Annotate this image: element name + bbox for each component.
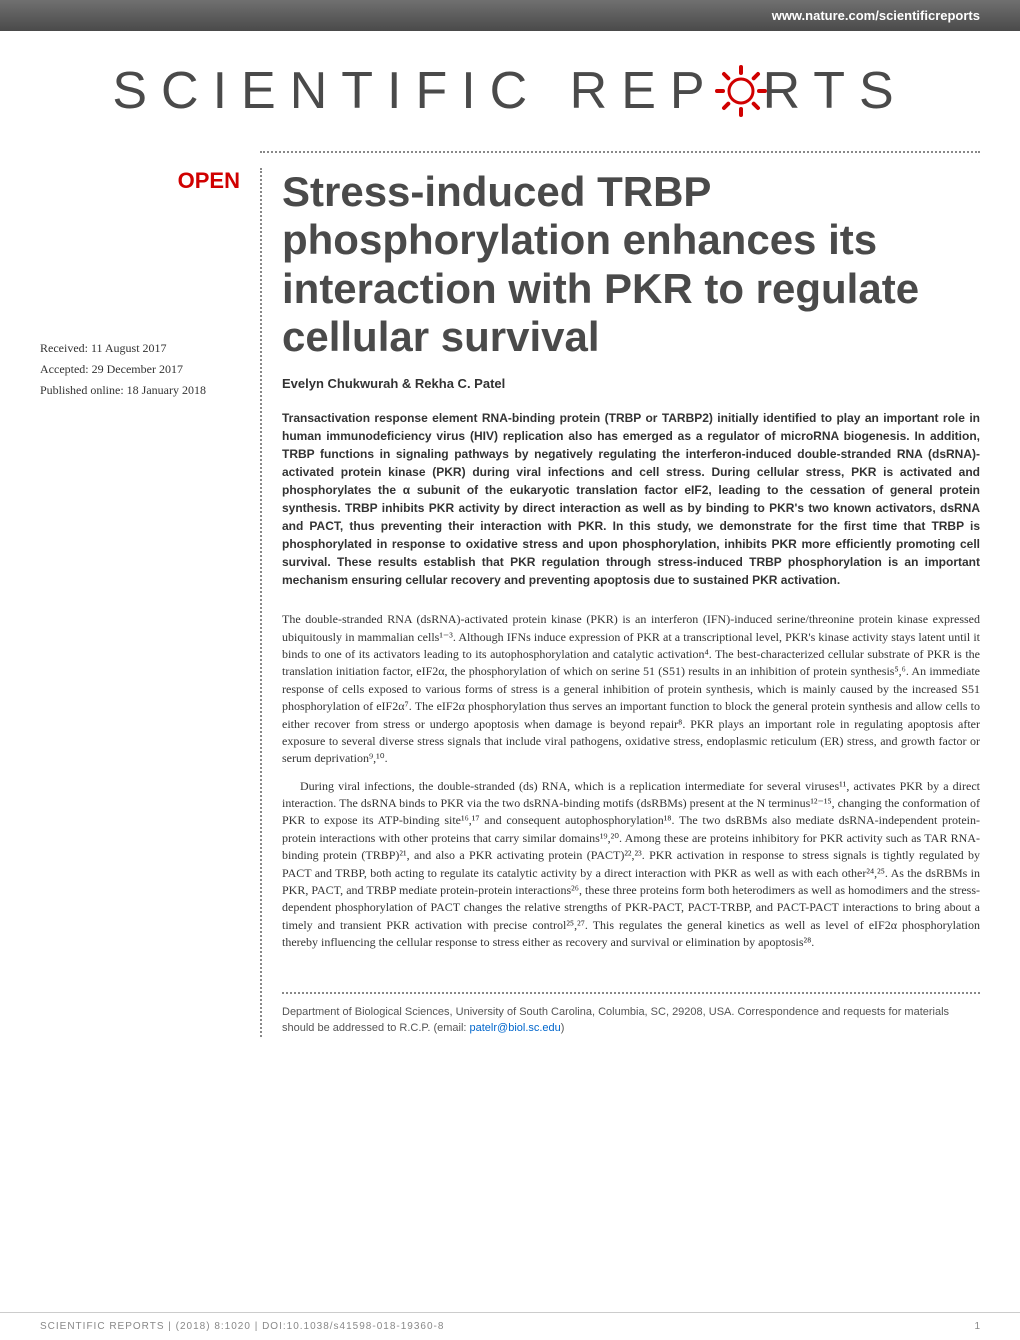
footer-citation-text: | (2018) 8:1020 | DOI:10.1038/s41598-018… xyxy=(165,1321,445,1332)
logo-text-before: SCIENTIFIC REP xyxy=(112,61,718,121)
date-published: Published online: 18 January 2018 xyxy=(40,381,240,400)
abstract: Transactivation response element RNA-bin… xyxy=(282,409,980,589)
date-accepted: Accepted: 29 December 2017 xyxy=(40,360,240,379)
authors: Evelyn Chukwurah & Rekha C. Patel xyxy=(282,376,980,391)
left-column: OPEN Received: 11 August 2017 Accepted: … xyxy=(40,168,260,1037)
footer-journal: SCIENTIFIC REPORTS xyxy=(40,1321,165,1332)
logo-text-after: RTS xyxy=(763,61,908,121)
article-title: Stress-induced TRBP phosphorylation enha… xyxy=(282,168,980,361)
footer-citation: SCIENTIFIC REPORTS | (2018) 8:1020 | DOI… xyxy=(40,1321,444,1332)
footer: SCIENTIFIC REPORTS | (2018) 8:1020 | DOI… xyxy=(0,1312,1020,1340)
open-badge: OPEN xyxy=(40,168,240,194)
page-number: 1 xyxy=(974,1321,980,1332)
body-paragraph-1: The double-stranded RNA (dsRNA)-activate… xyxy=(282,611,980,768)
logo-section: SCIENTIFIC REP RTS xyxy=(0,31,1020,131)
right-column: Stress-induced TRBP phosphorylation enha… xyxy=(260,168,980,1037)
body-paragraph-2: During viral infections, the double-stra… xyxy=(282,778,980,952)
affiliation-suffix: ) xyxy=(561,1022,565,1034)
date-received: Received: 11 August 2017 xyxy=(40,339,240,358)
body-para2-text: During viral infections, the double-stra… xyxy=(282,778,980,952)
affiliation: Department of Biological Sciences, Unive… xyxy=(282,1004,980,1037)
gear-icon xyxy=(715,65,767,117)
header-bar: www.nature.com/scientificreports xyxy=(0,0,1020,31)
header-url[interactable]: www.nature.com/scientificreports xyxy=(772,8,980,23)
affiliation-section: Department of Biological Sciences, Unive… xyxy=(282,992,980,1037)
email-link[interactable]: patelr@biol.sc.edu xyxy=(470,1022,561,1034)
divider-top xyxy=(260,151,980,153)
affiliation-text: Department of Biological Sciences, Unive… xyxy=(282,1006,949,1035)
article-dates: Received: 11 August 2017 Accepted: 29 De… xyxy=(40,339,240,401)
content-wrapper: OPEN Received: 11 August 2017 Accepted: … xyxy=(0,168,1020,1037)
journal-logo: SCIENTIFIC REP RTS xyxy=(112,61,907,121)
